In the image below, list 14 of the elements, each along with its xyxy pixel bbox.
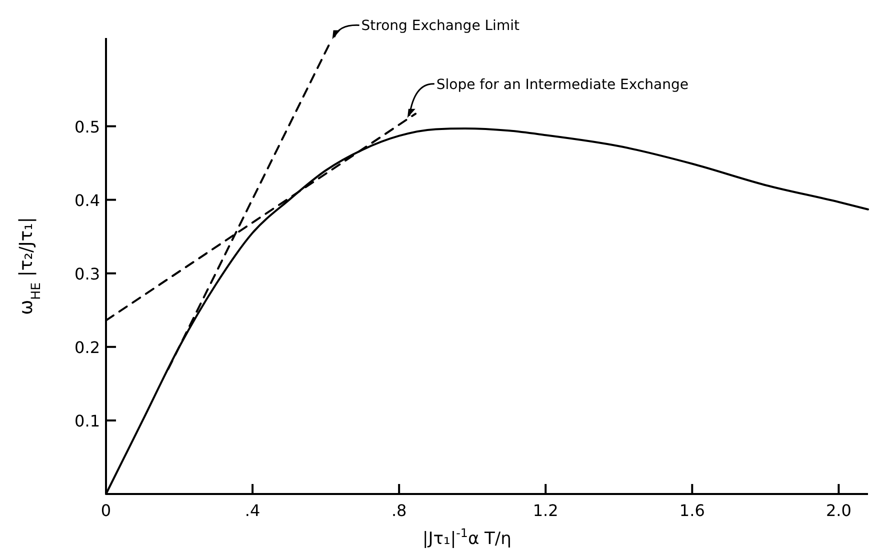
x-tick-label: 0 <box>100 501 112 520</box>
annotation: Strong Exchange Limit <box>361 18 520 34</box>
y-tick-label: 0.1 <box>74 411 100 430</box>
y-tick-label: 0.2 <box>74 338 100 357</box>
x-tick-label: 1.6 <box>679 501 705 520</box>
annotation: Slope for an Intermediate Exchange <box>436 76 688 93</box>
x-tick-label: 1.2 <box>532 501 558 520</box>
y-tick-label: 0.3 <box>74 264 100 284</box>
x-axis-title: |Jτ₁|$^{-1}$α T/η <box>422 526 512 549</box>
x-tick-label: 2.0 <box>826 501 852 520</box>
x-tick-label: .8 <box>391 501 407 520</box>
y-tick-label: 0.4 <box>74 190 100 210</box>
x-tick-label: .4 <box>244 501 260 520</box>
y-tick-label: 0.5 <box>74 117 100 136</box>
